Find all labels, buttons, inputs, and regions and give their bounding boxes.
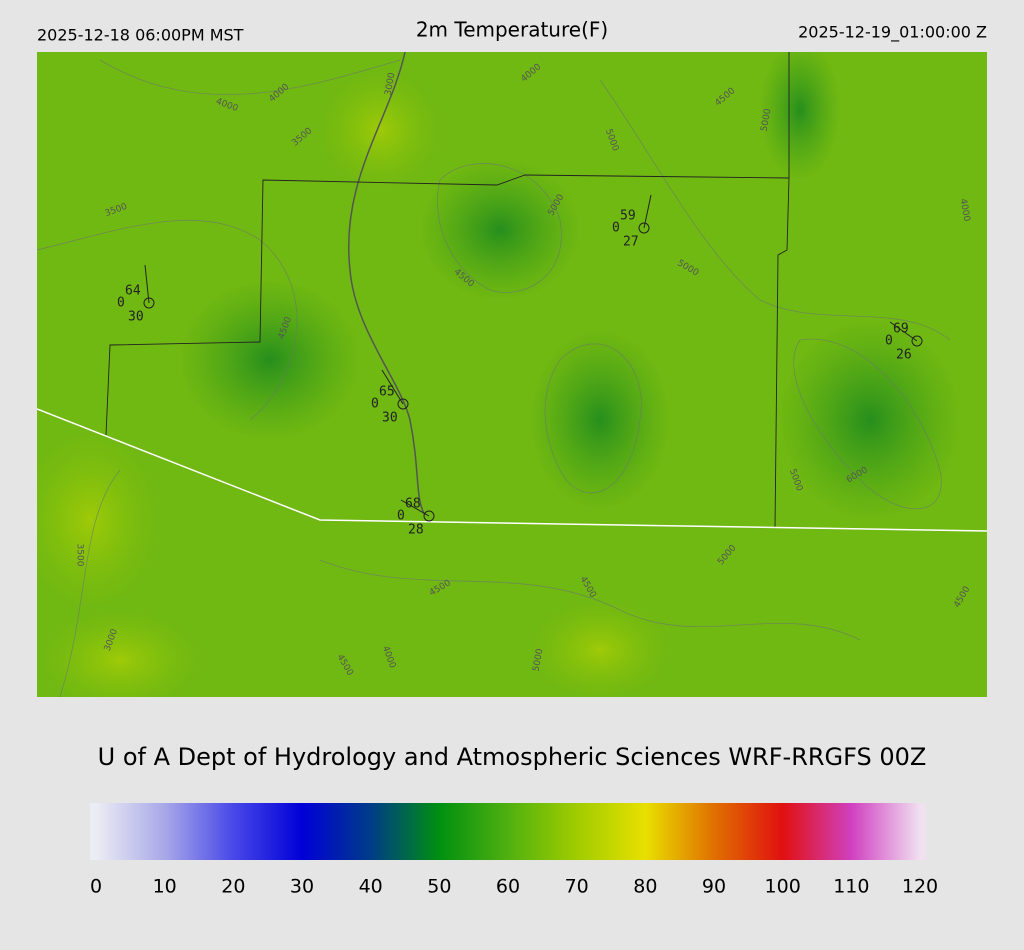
colorbar-tick-label: 70: [565, 876, 589, 898]
wind-barb: [400, 499, 430, 517]
colorbar-tick-label: 10: [153, 876, 177, 898]
pressure: 0: [117, 296, 125, 311]
colorbar-tick-label: 120: [902, 876, 938, 898]
station-circle: [911, 335, 923, 347]
wind-barb: [889, 321, 918, 342]
map: 4000400040003000350035003500450045004500…: [37, 52, 987, 697]
shade: [420, 160, 580, 300]
state-border: [37, 408, 987, 532]
contour-label: 5000: [760, 108, 774, 133]
temperature: 64: [125, 284, 141, 299]
colorbar-tick-label: 80: [633, 876, 657, 898]
shade: [320, 70, 440, 190]
shade: [530, 330, 670, 510]
colorbar-tick-label: 40: [359, 876, 383, 898]
terrain: [37, 52, 960, 697]
wind-barb: [381, 369, 404, 405]
wind-barb: [643, 194, 652, 229]
contour: [437, 163, 562, 293]
colorbar-tick-label: 50: [427, 876, 451, 898]
pressure: 0: [612, 221, 620, 236]
contour-label: 5000: [532, 648, 546, 673]
map-title: 2m Temperature(F): [416, 18, 608, 42]
colorbar-ticks: 0 10 20 30 40 50 60 70 80 90 100 110 120: [90, 876, 938, 898]
contour: [37, 219, 298, 421]
contour: [544, 343, 642, 494]
colorbar-tick-label: 20: [221, 876, 245, 898]
colorbar-tick-label: 30: [290, 876, 314, 898]
station-circle: [423, 510, 435, 522]
contour: [59, 469, 121, 697]
colorbar-tick-label: 110: [833, 876, 869, 898]
contour-label: 3000: [384, 72, 398, 97]
valid-time: 2025-12-18 06:00PM MST: [37, 26, 244, 45]
pressure: 0: [397, 509, 405, 524]
station-circle: [397, 398, 409, 410]
contour: [99, 59, 401, 96]
colorbar-tick-label: 90: [702, 876, 726, 898]
footer: U of A Dept of Hydrology and Atmospheric…: [98, 743, 927, 771]
temperature: 59: [620, 209, 636, 224]
colorbar-tick-label: 0: [90, 876, 102, 898]
temperature: 68: [405, 497, 421, 512]
dewpoint: 30: [128, 310, 144, 325]
dewpoint: 27: [623, 235, 639, 250]
shade: [180, 280, 360, 440]
contour-label: 4000: [958, 198, 972, 223]
dewpoint: 30: [382, 411, 398, 426]
wind-barb: [144, 264, 150, 304]
shade: [530, 600, 670, 697]
colorbar-tick-label: 60: [496, 876, 520, 898]
temperature: 65: [379, 385, 395, 400]
river: [348, 52, 426, 516]
contour: [793, 338, 942, 510]
dewpoint: 26: [896, 348, 912, 363]
shade: [37, 430, 160, 610]
temperature: 69: [893, 322, 909, 337]
dewpoint: 28: [408, 523, 424, 538]
utc-time: 2025-12-19_01:00:00 Z: [798, 23, 987, 43]
shade: [780, 320, 960, 520]
pressure: 0: [885, 334, 893, 349]
station-circle: [638, 222, 650, 234]
boundaries: [105, 52, 790, 529]
colorbar: [90, 803, 926, 860]
contours: [37, 59, 951, 697]
contour: [599, 79, 951, 341]
shade: [760, 52, 840, 180]
colorbar-tick-label: 100: [765, 876, 801, 898]
shade: [40, 610, 200, 697]
contour-label: 3500: [75, 544, 85, 567]
pressure: 0: [371, 397, 379, 412]
station-circle: [143, 297, 155, 309]
contour: [319, 559, 861, 641]
